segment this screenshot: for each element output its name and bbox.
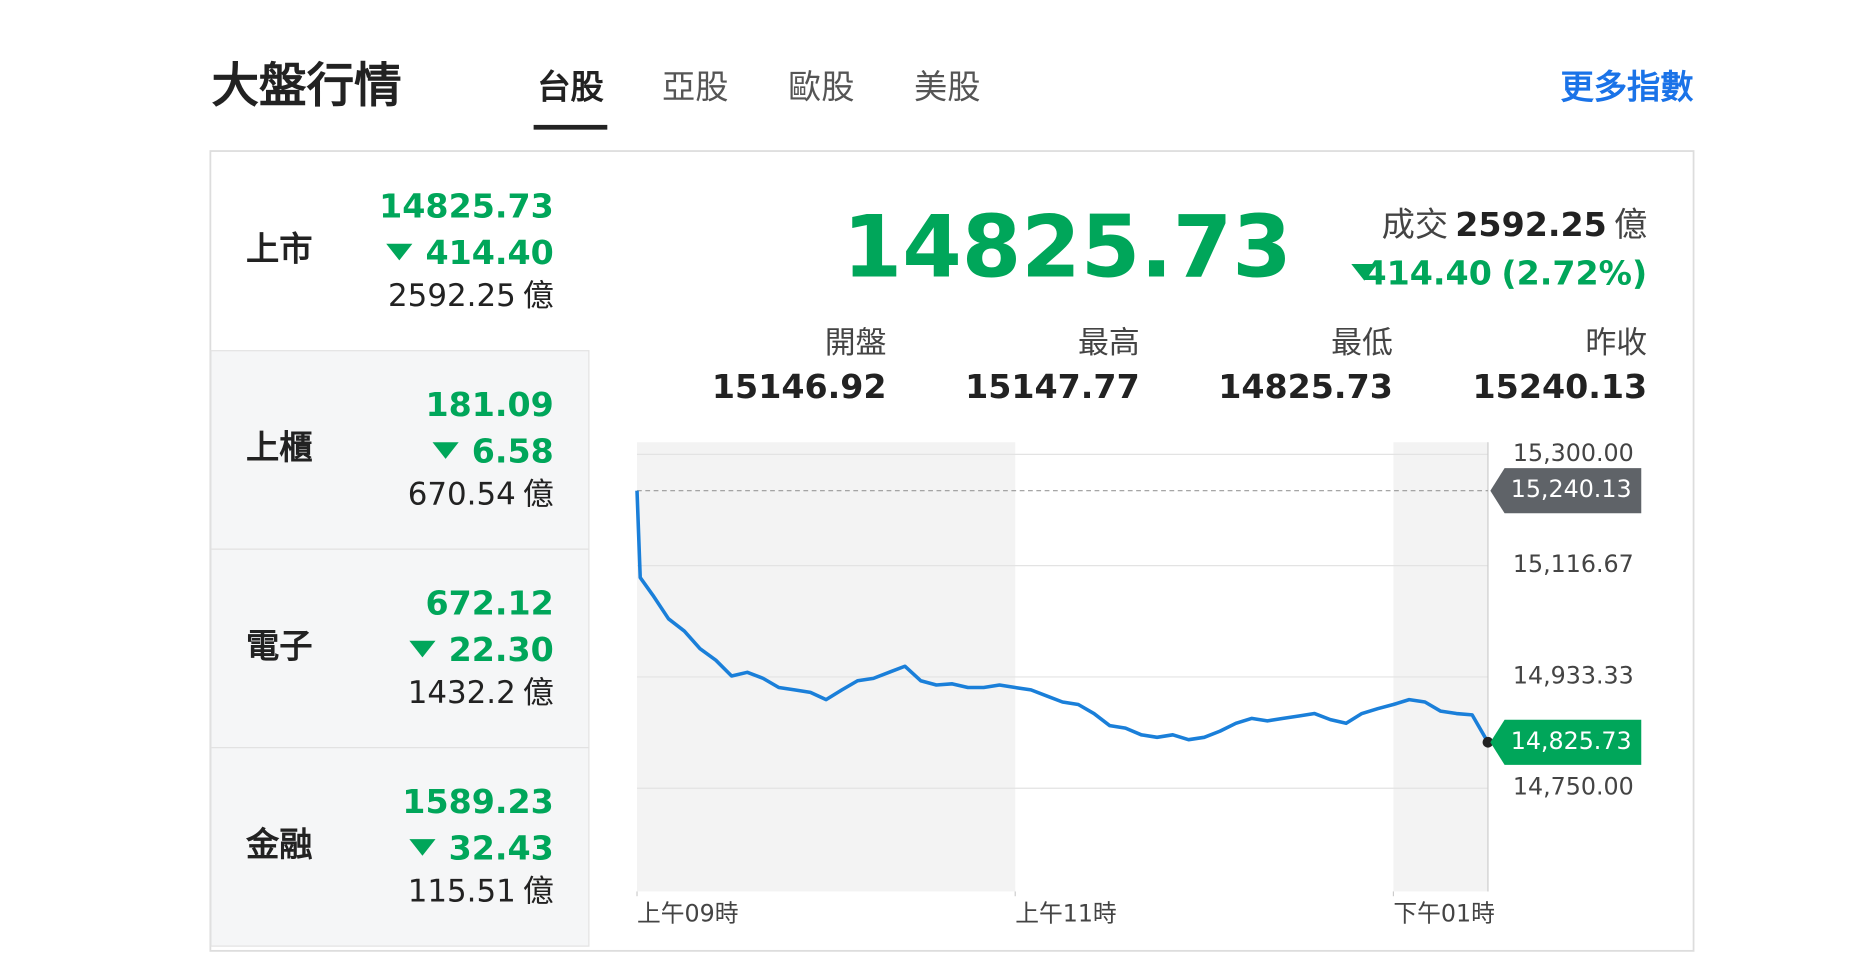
stat-label: 最高 xyxy=(1078,325,1140,361)
tab[interactable]: 美股 xyxy=(914,68,981,107)
tab-underline xyxy=(533,124,608,130)
last-tag xyxy=(1490,719,1642,765)
row-bg xyxy=(210,350,590,550)
market-price: 1589.23 xyxy=(402,782,554,821)
down-arrow xyxy=(386,243,413,261)
stat-label: 昨收 xyxy=(1585,325,1647,361)
unit: 億 xyxy=(523,278,554,314)
change: 414.40 xyxy=(1363,253,1491,292)
y-tick-label: 14,750.00 xyxy=(1513,773,1634,801)
market-change: 32.43 xyxy=(449,828,554,867)
market-volume: 2592.25 億 xyxy=(388,278,554,314)
volume: 2592.25 xyxy=(388,278,516,314)
volume: 115.51 xyxy=(408,873,516,909)
market-volume: 115.51 億 xyxy=(408,873,554,909)
market-price: 181.09 xyxy=(425,385,553,424)
unit: 億 xyxy=(523,873,554,909)
x-tick-label: 上午11時 xyxy=(1015,900,1116,928)
market-change: 22.30 xyxy=(449,630,554,669)
unit: 億 xyxy=(523,675,554,711)
session-shade xyxy=(637,442,1016,892)
market-price: 672.12 xyxy=(425,584,553,623)
market-name[interactable]: 上櫃 xyxy=(246,428,313,467)
down-arrow xyxy=(1351,263,1378,281)
market-price: 14825.73 xyxy=(379,187,554,226)
price-line xyxy=(635,490,1490,744)
row-bg xyxy=(210,548,590,749)
stat-value: 14825.73 xyxy=(1218,367,1393,406)
market-name[interactable]: 電子 xyxy=(246,626,313,665)
volume-label: 成交 xyxy=(1382,204,1449,243)
volume: 2592.25 xyxy=(1455,204,1607,243)
down-arrow xyxy=(432,442,459,459)
x-tick-label: 下午01時 xyxy=(1393,900,1494,928)
reference-tag xyxy=(1490,468,1642,514)
row-bg xyxy=(210,747,590,947)
title: 大盤行情 xyxy=(212,59,402,114)
tab[interactable]: 台股 xyxy=(537,68,604,107)
main-price: 14825.73 xyxy=(843,199,1292,298)
volume: 670.54 xyxy=(408,476,516,512)
volume-line: 成交 2592.25 億 xyxy=(1382,204,1648,243)
y-tick-label: 14,933.33 xyxy=(1513,661,1634,689)
unit: 億 xyxy=(1614,204,1647,243)
last-point xyxy=(1482,736,1494,748)
change-line: 414.40 (2.72%) xyxy=(1363,253,1647,292)
session-shade xyxy=(1393,442,1488,892)
down-arrow xyxy=(409,839,436,856)
stat-value: 15147.77 xyxy=(965,367,1140,406)
market-change: 414.40 xyxy=(425,233,553,272)
y-tick-label: 15,300.00 xyxy=(1513,439,1634,467)
market-volume: 1432.2 億 xyxy=(408,675,554,711)
reference-label: 15,240.13 xyxy=(1511,475,1632,503)
x-tick-label: 上午09時 xyxy=(637,900,738,928)
market-change: 6.58 xyxy=(472,431,554,470)
market-name[interactable]: 上市 xyxy=(246,229,313,268)
last-label: 14,825.73 xyxy=(1511,727,1632,755)
y-tick-label: 15,116.67 xyxy=(1513,550,1634,578)
stat-value: 15240.13 xyxy=(1473,367,1648,406)
change-pct: (2.72%) xyxy=(1501,253,1647,292)
more-link[interactable]: 更多指數 xyxy=(1560,68,1694,107)
volume: 1432.2 xyxy=(408,675,516,711)
down-arrow xyxy=(409,640,436,658)
stat-label: 最低 xyxy=(1331,325,1393,361)
unit: 億 xyxy=(523,476,554,512)
market-name[interactable]: 金融 xyxy=(245,825,313,864)
market-volume: 670.54 億 xyxy=(408,476,554,512)
stat-label: 開盤 xyxy=(825,325,887,361)
tab[interactable]: 亞股 xyxy=(662,68,729,107)
stat-value: 15146.92 xyxy=(712,367,887,406)
tab[interactable]: 歐股 xyxy=(788,68,855,107)
